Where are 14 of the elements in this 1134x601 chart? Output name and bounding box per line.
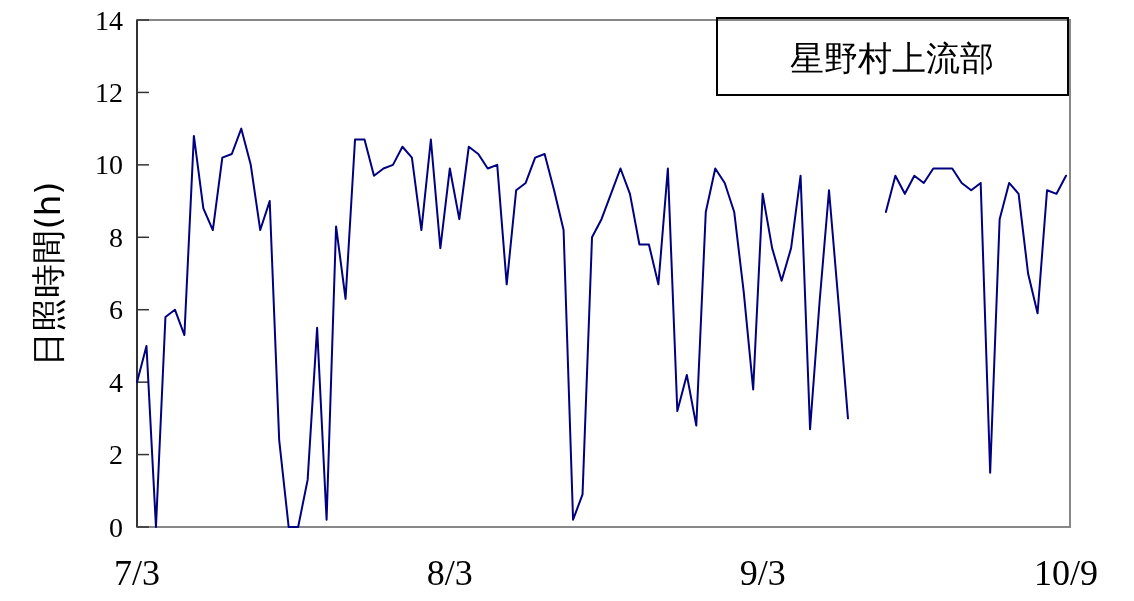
x-tick-label: 8/3 <box>426 553 473 593</box>
y-tick-label: 12 <box>95 76 123 108</box>
y-tick-label: 10 <box>95 149 123 181</box>
y-tick-label: 8 <box>109 221 123 253</box>
y-tick-label: 2 <box>109 439 123 471</box>
text: 星野村上流部 <box>790 38 994 78</box>
y-tick-label: 0 <box>109 511 123 543</box>
y-tick-label: 14 <box>95 4 123 36</box>
y-axis-title: 日照時間(h) <box>28 181 68 366</box>
y-tick-label: 6 <box>109 294 123 326</box>
x-tick-label: 10/9 <box>1033 553 1099 593</box>
y-tick-label: 4 <box>109 366 123 398</box>
x-tick-label: 7/3 <box>113 553 161 593</box>
x-tick-label: 9/3 <box>739 553 786 593</box>
